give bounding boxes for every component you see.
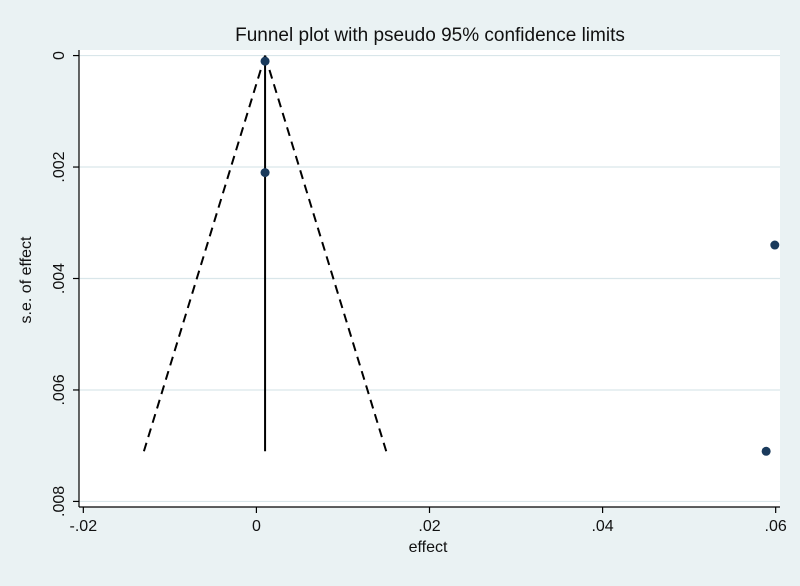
- funnel-right-limit: [264, 55, 388, 452]
- x-tick-label: -.02: [70, 518, 98, 535]
- x-tick-label: .04: [591, 518, 613, 535]
- x-tick-label: .06: [765, 518, 787, 535]
- y-tick-label: .008: [51, 486, 68, 517]
- data-point: [770, 240, 780, 250]
- data-point: [761, 446, 771, 456]
- x-axis-label: effect: [409, 539, 448, 556]
- data-point: [260, 168, 270, 178]
- chart-title: Funnel plot with pseudo 95% confidence l…: [235, 25, 625, 46]
- funnel-left-limit: [142, 55, 267, 452]
- x-tick-label: 0: [252, 518, 261, 535]
- x-tick-label: .02: [418, 518, 440, 535]
- y-tick-label: .002: [51, 151, 68, 182]
- y-axis-label: s.e. of effect: [18, 236, 35, 323]
- data-point: [260, 56, 270, 66]
- y-tick-label: .004: [51, 263, 68, 294]
- plot-area: 0 .002 .004 .006 .008-.02 0 .02 .04 .06: [51, 50, 787, 535]
- y-tick-label: .006: [51, 374, 68, 405]
- y-tick-label: 0: [51, 51, 68, 60]
